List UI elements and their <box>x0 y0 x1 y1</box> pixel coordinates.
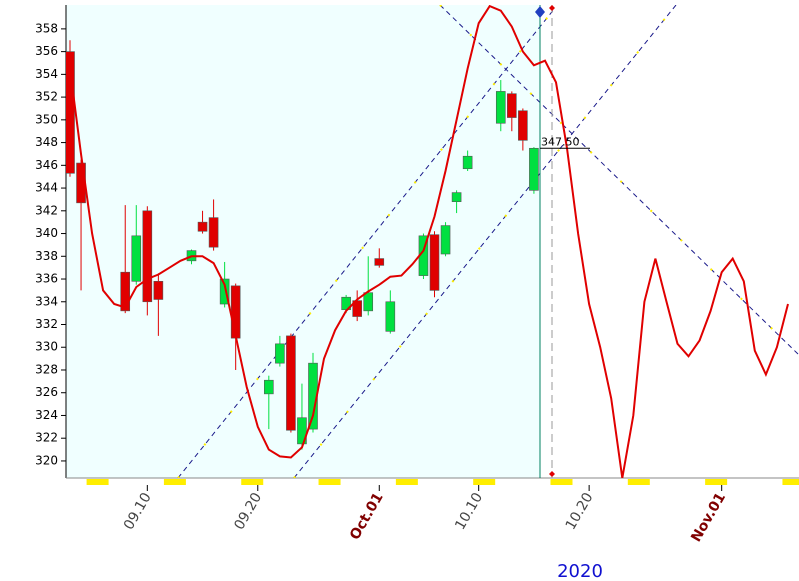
weekend-block <box>318 479 341 485</box>
y-tick-label: 334 <box>35 294 58 308</box>
y-tick-label: 350 <box>35 112 58 126</box>
trend-lines <box>177 5 799 478</box>
weekend-block <box>163 479 186 485</box>
weekend-block <box>395 479 418 485</box>
candle-body <box>451 192 462 203</box>
y-tick-label: 336 <box>35 272 58 286</box>
weekend-block <box>705 479 728 485</box>
year-label: 2020 <box>557 561 603 581</box>
x-tick-label: 10.10 <box>452 490 486 533</box>
y-tick-label: 354 <box>35 67 58 81</box>
y-tick-label: 342 <box>35 203 58 217</box>
y-tick-label: 322 <box>35 431 58 445</box>
candle-body <box>529 147 539 191</box>
candle-body <box>66 51 75 174</box>
y-tick-label: 346 <box>35 158 58 172</box>
x-tick-label: 10.20 <box>563 490 597 533</box>
candle-body <box>197 221 208 232</box>
weekend-block <box>241 479 264 485</box>
y-tick-label: 352 <box>35 90 58 104</box>
candle-body <box>275 343 285 364</box>
x-tick-label: 09.10 <box>121 490 155 533</box>
candle-body <box>462 155 473 170</box>
candle-body <box>518 110 528 141</box>
x-tick-label: 09.20 <box>231 490 265 533</box>
marker-diamond <box>549 471 555 477</box>
weekend-block <box>86 479 109 485</box>
candles <box>66 40 539 450</box>
weekend-block <box>473 479 496 485</box>
candle-body <box>142 210 153 303</box>
price-marker-label: 347.50 <box>541 135 580 148</box>
y-tick-label: 356 <box>35 44 58 58</box>
y-tick-label: 344 <box>35 181 58 195</box>
candle-body <box>374 258 385 266</box>
y-tick-label: 338 <box>35 249 58 263</box>
y-tick-label: 326 <box>35 385 58 399</box>
candle-body <box>385 301 396 332</box>
x-tick-label: Oct.01 <box>347 490 387 543</box>
weekend-block <box>782 479 799 485</box>
candle-body <box>264 379 274 395</box>
x-tick-label: Nov.01 <box>688 490 729 545</box>
marker-diamond <box>535 6 545 18</box>
plot-area <box>66 5 799 478</box>
candle-body <box>120 271 131 312</box>
y-tick-label: 332 <box>35 317 58 331</box>
candle-body <box>429 234 440 291</box>
y-tick-label: 348 <box>35 135 58 149</box>
y-tick-label: 358 <box>35 21 58 35</box>
candle-body <box>363 292 374 312</box>
weekend-block <box>550 479 573 485</box>
candle-body <box>495 91 506 124</box>
y-tick-label: 320 <box>35 453 58 467</box>
candle-body <box>286 335 296 431</box>
y-tick-label: 324 <box>35 408 58 422</box>
y-tick-label: 340 <box>35 226 58 240</box>
y-tick-label: 330 <box>35 340 58 354</box>
candle-body <box>208 217 219 248</box>
candle-body <box>297 417 307 445</box>
candle-body <box>131 235 142 282</box>
weekend-block <box>627 479 650 485</box>
candle-body <box>153 280 164 300</box>
candle-body <box>507 93 517 118</box>
candle-body <box>230 285 241 339</box>
forecast-line <box>69 5 789 478</box>
candle-body <box>440 225 451 255</box>
forecast-line-group <box>69 5 789 478</box>
y-tick-label: 328 <box>35 362 58 376</box>
marker-diamond <box>549 5 555 11</box>
candle-body <box>219 278 230 305</box>
